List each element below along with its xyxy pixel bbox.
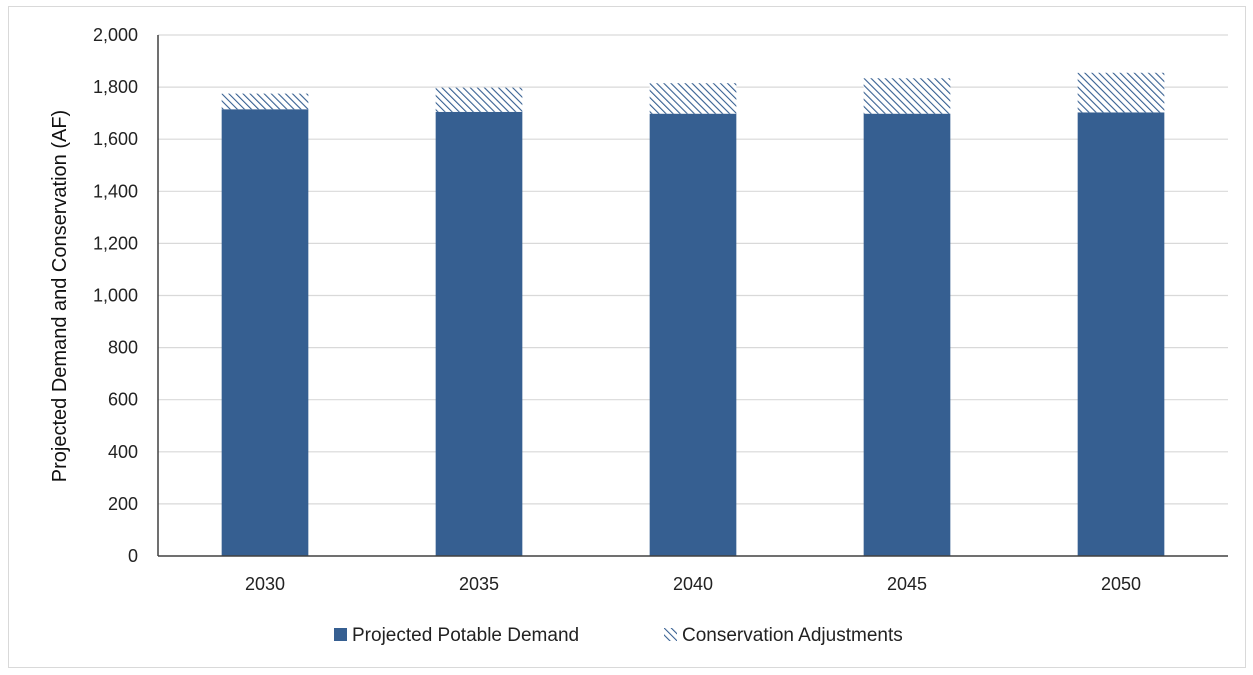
bar-potable-demand-2045 bbox=[863, 113, 951, 557]
legend-label-potable-demand: Projected Potable Demand bbox=[352, 625, 579, 646]
x-tick-labels: 2030 2035 2040 2045 2050 bbox=[245, 574, 1141, 594]
y-tick-label: 1,400 bbox=[93, 181, 138, 201]
bar-conservation-2035 bbox=[435, 87, 523, 112]
bar-conservation-2045 bbox=[863, 78, 951, 114]
bar-conservation-2030 bbox=[221, 93, 309, 110]
legend: Projected Potable Demand Conservation Adj… bbox=[334, 625, 903, 646]
x-tick-label: 2050 bbox=[1101, 574, 1141, 594]
y-tick-label: 1,600 bbox=[93, 129, 138, 149]
legend-label-conservation: Conservation Adjustments bbox=[682, 625, 903, 646]
x-tick-label: 2035 bbox=[459, 574, 499, 594]
bar-potable-demand-2035 bbox=[435, 111, 523, 556]
y-tick-label: 2,000 bbox=[93, 25, 138, 45]
y-tick-label: 800 bbox=[108, 338, 138, 358]
chart-frame bbox=[8, 6, 1246, 668]
y-tick-labels: 0 200 400 600 800 1,000 1,200 1,400 1,600 1,800 2,… bbox=[93, 25, 138, 566]
legend-swatch-potable-demand bbox=[334, 628, 347, 641]
bar-conservation-2050 bbox=[1077, 72, 1165, 113]
x-tick-label: 2040 bbox=[673, 574, 713, 594]
bar-conservation-2040 bbox=[649, 83, 737, 114]
bar-potable-demand-2040 bbox=[649, 113, 737, 557]
y-axis-title: Projected Demand and Conservation (AF) bbox=[49, 110, 71, 482]
y-tick-label: 1,000 bbox=[93, 286, 138, 306]
y-tick-label: 0 bbox=[128, 546, 138, 566]
y-tick-label: 400 bbox=[108, 442, 138, 462]
y-tick-label: 600 bbox=[108, 390, 138, 410]
x-tick-label: 2030 bbox=[245, 574, 285, 594]
y-tick-label: 200 bbox=[108, 494, 138, 514]
x-tick-label: 2045 bbox=[887, 574, 927, 594]
bar-potable-demand-2050 bbox=[1077, 112, 1165, 556]
axes bbox=[157, 35, 1228, 557]
y-tick-label: 1,800 bbox=[93, 77, 138, 97]
legend-swatch-conservation bbox=[664, 628, 677, 641]
y-tick-label: 1,200 bbox=[93, 233, 138, 253]
bar-potable-demand-2030 bbox=[221, 109, 309, 557]
bars bbox=[221, 72, 1165, 557]
